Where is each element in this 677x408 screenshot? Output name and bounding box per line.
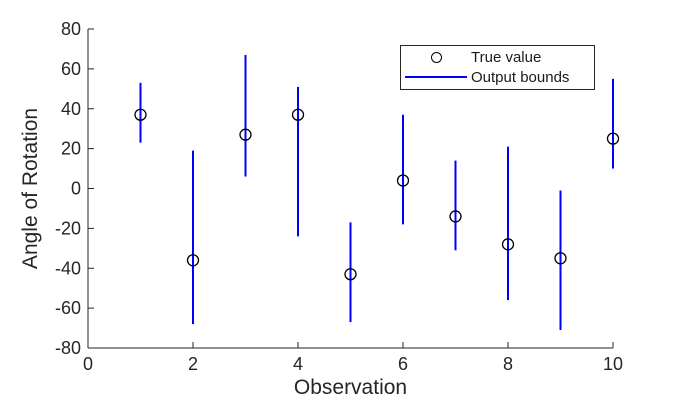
true-value-marker xyxy=(606,132,620,145)
legend-label-true-value: True value xyxy=(471,49,542,67)
true-value-marker xyxy=(134,108,147,121)
circle-marker-icon xyxy=(430,52,442,64)
legend-marker-cell xyxy=(401,76,471,79)
y-tick-label: -20 xyxy=(55,218,81,238)
y-tick-label: 80 xyxy=(61,19,81,39)
y-tick-label: 40 xyxy=(61,99,81,119)
y-tick-label: -60 xyxy=(55,298,81,318)
y-tick-label: 60 xyxy=(61,59,81,79)
y-tick-label: 0 xyxy=(71,179,81,199)
true-value-marker xyxy=(291,108,305,121)
y-tick-label: 20 xyxy=(61,139,81,159)
true-value-marker xyxy=(186,254,200,267)
legend-item-output-bounds: Output bounds xyxy=(401,68,594,88)
legend-marker-cell xyxy=(401,52,471,64)
x-tick-label: 8 xyxy=(503,354,513,374)
y-axis-label: Angle of Rotation xyxy=(19,107,42,270)
true-value-marker xyxy=(396,174,410,187)
true-value-marker xyxy=(554,252,567,265)
true-value-marker xyxy=(501,238,515,251)
x-axis-label: Observation xyxy=(293,376,408,399)
true-value-marker xyxy=(344,268,357,281)
true-value-marker xyxy=(239,128,252,141)
legend-label-output-bounds: Output bounds xyxy=(471,68,570,86)
y-tick-label: -40 xyxy=(55,258,81,278)
x-tick-label: 0 xyxy=(83,354,93,374)
y-tick-label: -80 xyxy=(55,338,81,358)
x-tick-label: 6 xyxy=(398,354,408,374)
x-tick-label: 10 xyxy=(603,354,623,374)
x-tick-label: 2 xyxy=(188,354,198,374)
legend: True value Output bounds xyxy=(400,45,595,90)
legend-item-true-value: True value xyxy=(401,48,594,68)
x-tick-label: 4 xyxy=(293,354,303,374)
line-marker-icon xyxy=(405,76,467,79)
true-value-marker xyxy=(449,210,462,223)
